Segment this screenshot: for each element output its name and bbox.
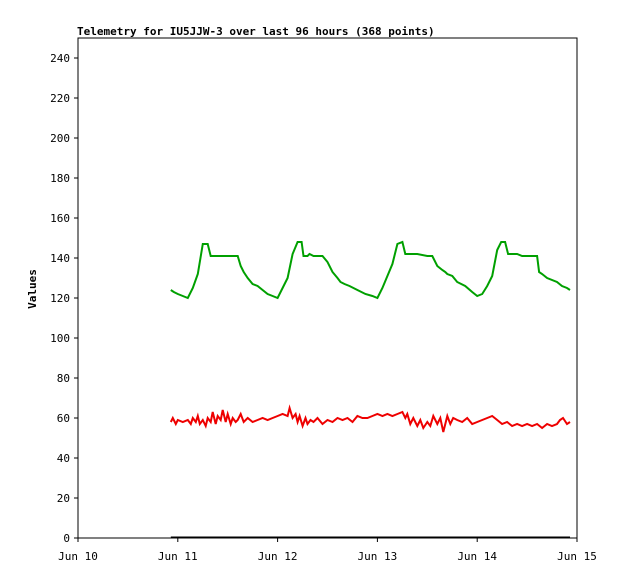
y-tick-label: 80 [57,372,70,385]
x-tick-label: Jun 15 [557,550,597,563]
chart-title: Telemetry for IU5JJW-3 over last 96 hour… [77,25,435,38]
y-tick-label: 140 [50,252,70,265]
x-tick-label: Jun 14 [457,550,497,563]
y-axis-label: Values [26,269,39,309]
x-tick-label: Jun 10 [58,550,98,563]
x-tick-label: Jun 11 [158,550,198,563]
y-tick-label: 40 [57,452,70,465]
y-tick-label: 200 [50,132,70,145]
plot-frame [77,37,578,539]
y-tick-label: 0 [63,532,70,545]
x-tick-label: Jun 13 [358,550,398,563]
y-tick-label: 160 [50,212,70,225]
series-line-2 [169,404,571,433]
x-tick-label: Jun 12 [258,550,298,563]
y-tick-label: 100 [50,332,70,345]
y-tick-label: 240 [50,52,70,65]
y-tick-label: 60 [57,412,70,425]
y-tick-label: 220 [50,92,70,105]
y-tick-label: 180 [50,172,70,185]
y-tick-label: 120 [50,292,70,305]
series-group [169,240,571,539]
y-tick-label: 20 [57,492,70,505]
x-axis: Jun 10 Jun 11 Jun 12 Jun 13 Jun 14 Jun 15 [58,538,597,563]
series-line-1 [170,240,571,300]
y-axis: 0 20 40 60 80 100 120 140 160 180 200 220 240 [50,52,78,545]
